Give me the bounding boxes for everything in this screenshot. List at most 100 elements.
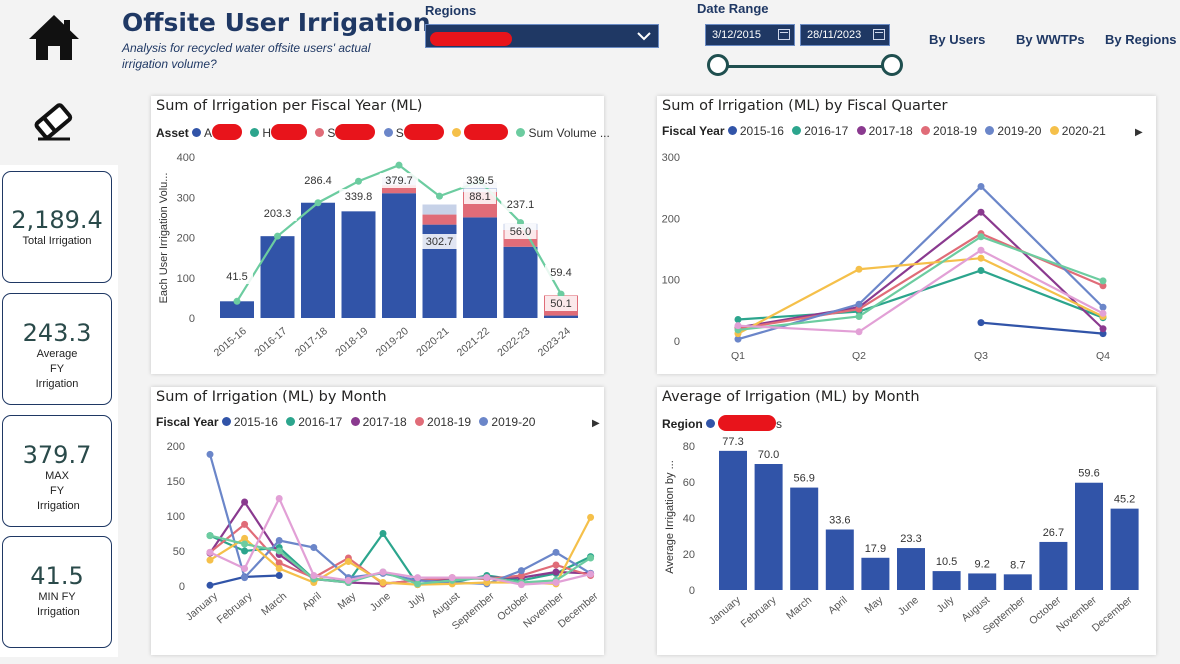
bar	[932, 571, 961, 590]
eraser-icon[interactable]	[30, 100, 78, 144]
data-point	[241, 547, 249, 555]
legend-item[interactable]: H	[250, 124, 308, 140]
data-point	[241, 540, 249, 548]
data-label-bg	[930, 554, 963, 569]
data-point	[275, 547, 283, 555]
legend-label: 2017-18	[868, 124, 913, 138]
data-point	[314, 199, 322, 207]
legend-label: 2018-19	[933, 124, 978, 138]
x-tick-label: July	[405, 590, 428, 612]
data-point	[275, 495, 283, 502]
data-point	[855, 312, 863, 320]
legend-marker	[415, 417, 425, 426]
date-slider-track[interactable]	[718, 65, 893, 68]
x-tick-label: April	[826, 594, 850, 617]
data-label: 26.7	[1043, 527, 1064, 539]
regions-label: Regions	[425, 3, 477, 18]
legend-title: Fiscal Year	[156, 415, 219, 429]
bar	[754, 464, 783, 590]
legend-marker	[706, 419, 716, 428]
x-tick-label: 2018-19	[333, 325, 370, 359]
legend-next-arrow-icon[interactable]: ▶	[592, 418, 600, 429]
data-label-bg	[545, 265, 577, 280]
bar	[897, 548, 925, 590]
data-point	[977, 254, 985, 262]
regions-dropdown[interactable]	[425, 24, 659, 48]
legend-item[interactable]: s	[706, 415, 782, 431]
data-label-bg	[379, 173, 419, 188]
data-label-bg	[1037, 524, 1070, 539]
home-icon[interactable]	[26, 12, 82, 64]
data-label-bg	[298, 173, 338, 188]
y-tick-label: 200	[662, 213, 680, 225]
legend-item[interactable]: 2020-21	[1049, 124, 1106, 138]
bar	[1003, 574, 1032, 590]
chart-title: Average of Irrigation (ML) by Month	[662, 389, 920, 405]
data-label: 10.5	[936, 556, 957, 568]
legend-item[interactable]: 2016-17	[286, 415, 342, 429]
legend-item[interactable]: 2018-19	[921, 124, 977, 138]
legend-item[interactable]: 2019-20	[985, 124, 1041, 138]
x-tick-label: 2022-23	[495, 325, 532, 359]
data-point	[275, 565, 283, 572]
date-slider-start-handle[interactable]	[707, 54, 729, 76]
bar-segment	[382, 185, 416, 194]
legend-item[interactable]: 2017-18	[856, 124, 913, 138]
chart-title: Sum of Irrigation (ML) by Month	[156, 389, 387, 405]
data-label-bg	[969, 556, 995, 571]
legend-item[interactable]: A	[192, 124, 243, 140]
legend-item[interactable]: 2015-16	[221, 415, 278, 429]
kpi-value: 243.3	[22, 319, 92, 347]
legend-item[interactable]: 2017-18	[350, 415, 407, 429]
date-slider-end-handle[interactable]	[881, 54, 903, 76]
data-point	[241, 574, 249, 582]
x-tick-label: Q1	[731, 350, 745, 362]
data-point	[587, 554, 595, 562]
y-axis-label: Each User Irrigation Volu...	[158, 173, 170, 304]
x-tick-label: May	[335, 590, 358, 612]
legend-item[interactable]: 2018-19	[415, 415, 471, 429]
legend-label: 2016-17	[804, 124, 849, 138]
by-regions-button[interactable]: By Regions	[1105, 32, 1177, 47]
data-label: 41.5	[226, 271, 247, 283]
kpi-label: MIN FY Irrigation	[37, 591, 80, 618]
data-point	[379, 530, 387, 537]
y-tick-label: 150	[167, 476, 185, 488]
legend-item[interactable]: 2019-20	[479, 415, 535, 429]
chart-legend: Fiscal Year 2015-16 2016-17 2017-18 2018…	[156, 415, 540, 429]
legend-item[interactable]: S	[383, 124, 444, 140]
legend-item[interactable]: 2016-17	[792, 124, 848, 138]
data-label-bg	[420, 234, 459, 249]
by-wwtps-button[interactable]: By WWTPs	[1016, 32, 1085, 47]
y-axis-label: Average Irrigation by ...	[664, 460, 676, 574]
series-line	[209, 522, 591, 586]
date-start-input[interactable]: 3/12/2015	[705, 24, 795, 46]
chevron-down-icon[interactable]	[636, 27, 652, 45]
date-end-input[interactable]: 28/11/2023	[800, 24, 890, 46]
legend-item[interactable]: Sum Volume ...	[516, 126, 610, 140]
series-line	[209, 534, 592, 586]
x-tick-label: Q2	[852, 350, 866, 362]
kpi-value: 379.7	[22, 441, 92, 469]
data-label: 70.0	[758, 449, 779, 461]
y-tick-label: 100	[167, 511, 185, 523]
by-users-button[interactable]: By Users	[929, 32, 986, 47]
chart-panel-fiscal-quarter: Sum of Irrigation (ML) by Fiscal Quarter…	[657, 96, 1156, 374]
fiscal-year-chart: 0 100 200 300 400 Each User Irrigation Volu..…	[158, 152, 578, 359]
legend-item[interactable]	[452, 124, 509, 140]
calendar-icon[interactable]	[778, 29, 790, 40]
data-label-bg	[788, 470, 821, 485]
legend-item[interactable]: S	[315, 124, 376, 140]
data-point	[1099, 330, 1107, 338]
legend-label: s	[776, 417, 783, 431]
legend-item[interactable]: 2015-16	[727, 124, 784, 138]
x-tick-label: 2015-16	[212, 325, 249, 359]
data-point	[552, 561, 560, 569]
legend-next-arrow-icon[interactable]: ▶	[1135, 127, 1143, 138]
data-point	[557, 290, 565, 298]
data-label: 45.2	[1114, 494, 1135, 506]
legend-marker	[286, 417, 296, 426]
calendar-icon[interactable]	[873, 29, 885, 40]
data-point	[206, 532, 214, 540]
bar	[825, 529, 854, 590]
